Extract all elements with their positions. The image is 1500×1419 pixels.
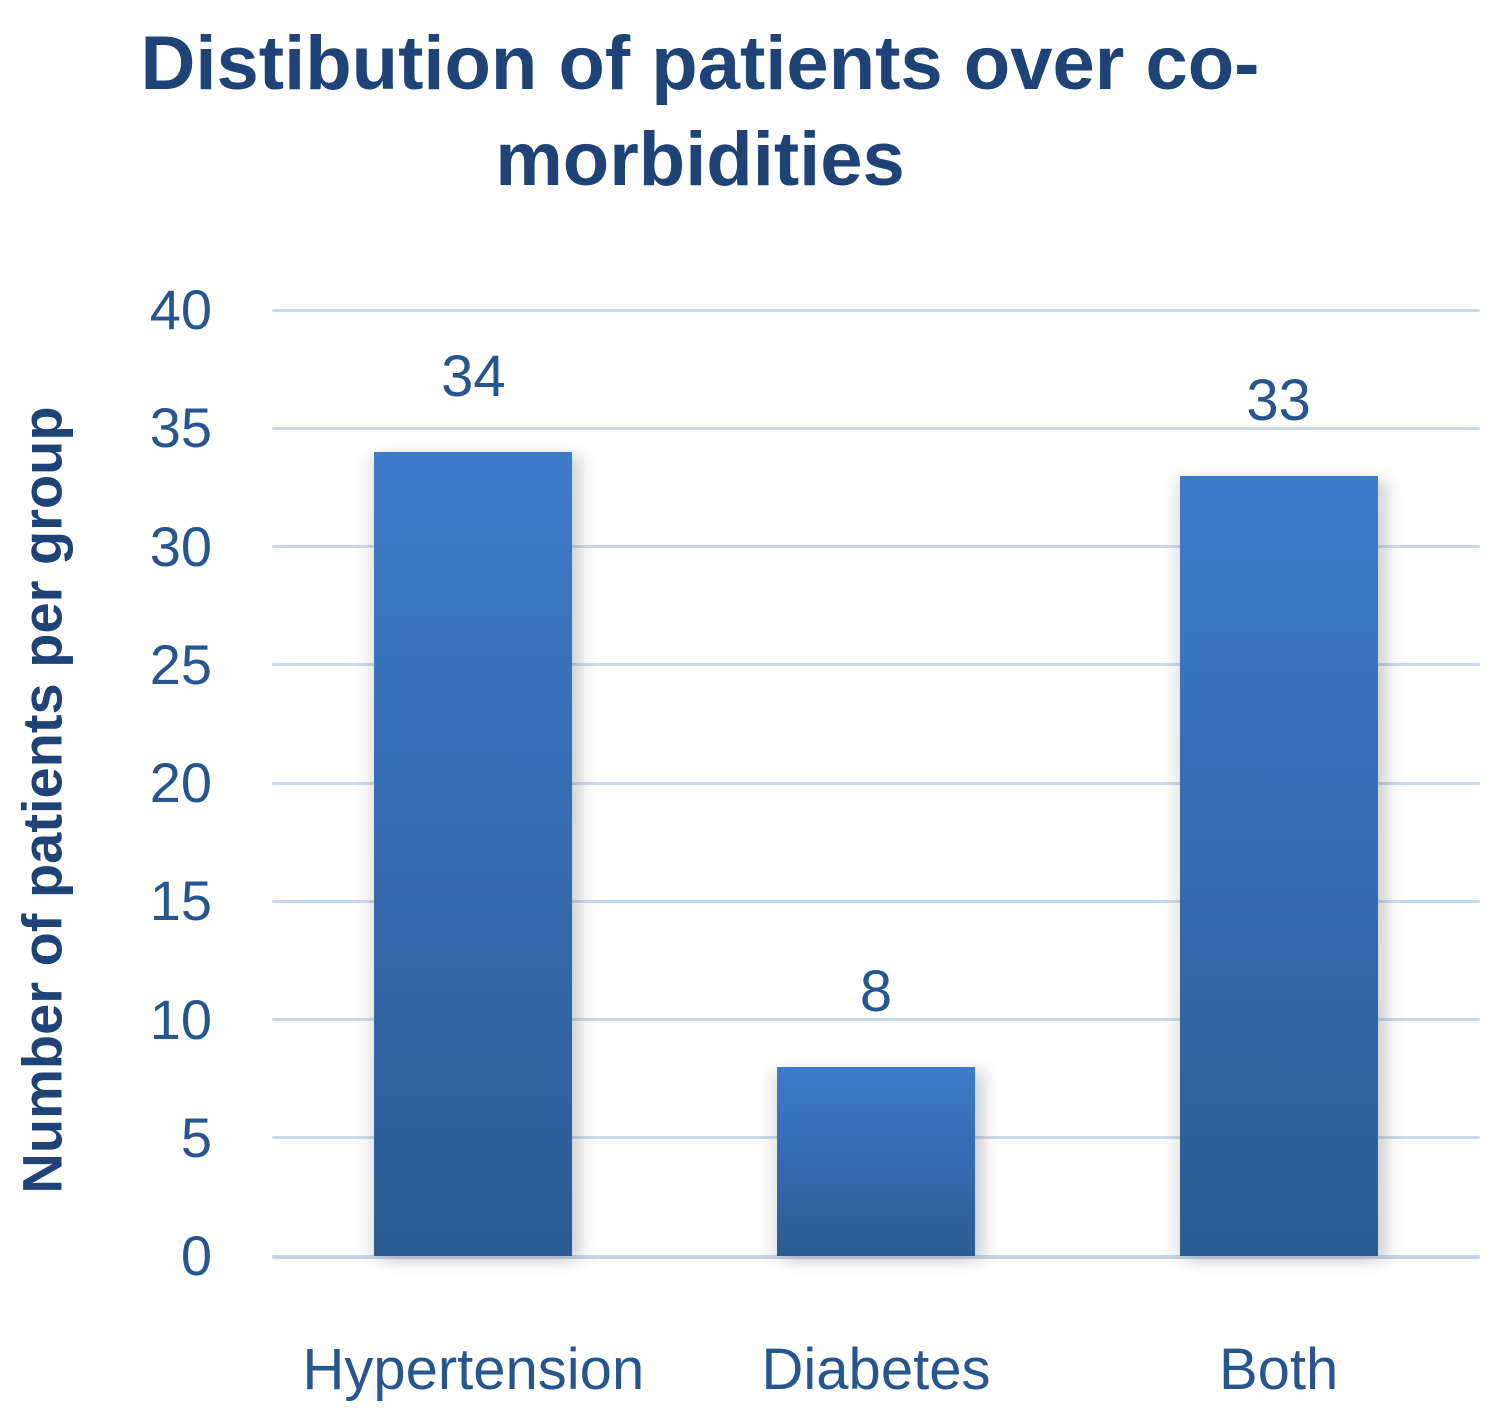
x-axis-label-both: Both bbox=[1218, 1337, 1339, 1402]
gridline-30 bbox=[272, 545, 1480, 548]
gridline-40 bbox=[272, 308, 1480, 312]
gridline-35 bbox=[272, 426, 1480, 430]
bar-hypertension bbox=[374, 451, 573, 1256]
y-axis-tick-20: 20 bbox=[149, 751, 212, 814]
y-axis-tick-5: 5 bbox=[180, 1105, 212, 1169]
chart-title-line-2: morbidities bbox=[495, 117, 905, 202]
y-axis-tick-0: 0 bbox=[180, 1224, 212, 1287]
chart-title-line-1: Distibution of patients over co- bbox=[140, 21, 1260, 106]
bar-both bbox=[1179, 475, 1378, 1256]
data-label-diabetes: 8 bbox=[859, 958, 893, 1024]
y-axis-tick-40: 40 bbox=[149, 278, 212, 341]
gridline-10 bbox=[272, 1018, 1480, 1021]
data-label-hypertension: 34 bbox=[441, 343, 506, 409]
y-axis-tick-30: 30 bbox=[149, 514, 212, 578]
y-axis-tick-10: 10 bbox=[149, 987, 212, 1051]
data-label-both: 33 bbox=[1246, 367, 1311, 433]
y-axis-tick-25: 25 bbox=[149, 632, 212, 696]
bar-diabetes bbox=[777, 1066, 975, 1256]
gridline-20 bbox=[272, 781, 1480, 785]
chart-title: Distibution of patients over co- morbidi… bbox=[50, 16, 1350, 208]
x-axis-label-diabetes: Diabetes bbox=[761, 1337, 991, 1402]
gridline-15 bbox=[272, 899, 1480, 903]
y-axis-tick-35: 35 bbox=[149, 396, 212, 460]
gridline-0 bbox=[272, 1254, 1480, 1259]
y-axis-tick-15: 15 bbox=[149, 869, 212, 933]
x-axis-label-hypertension: Hypertension bbox=[302, 1337, 645, 1402]
gridline-25 bbox=[272, 663, 1480, 667]
